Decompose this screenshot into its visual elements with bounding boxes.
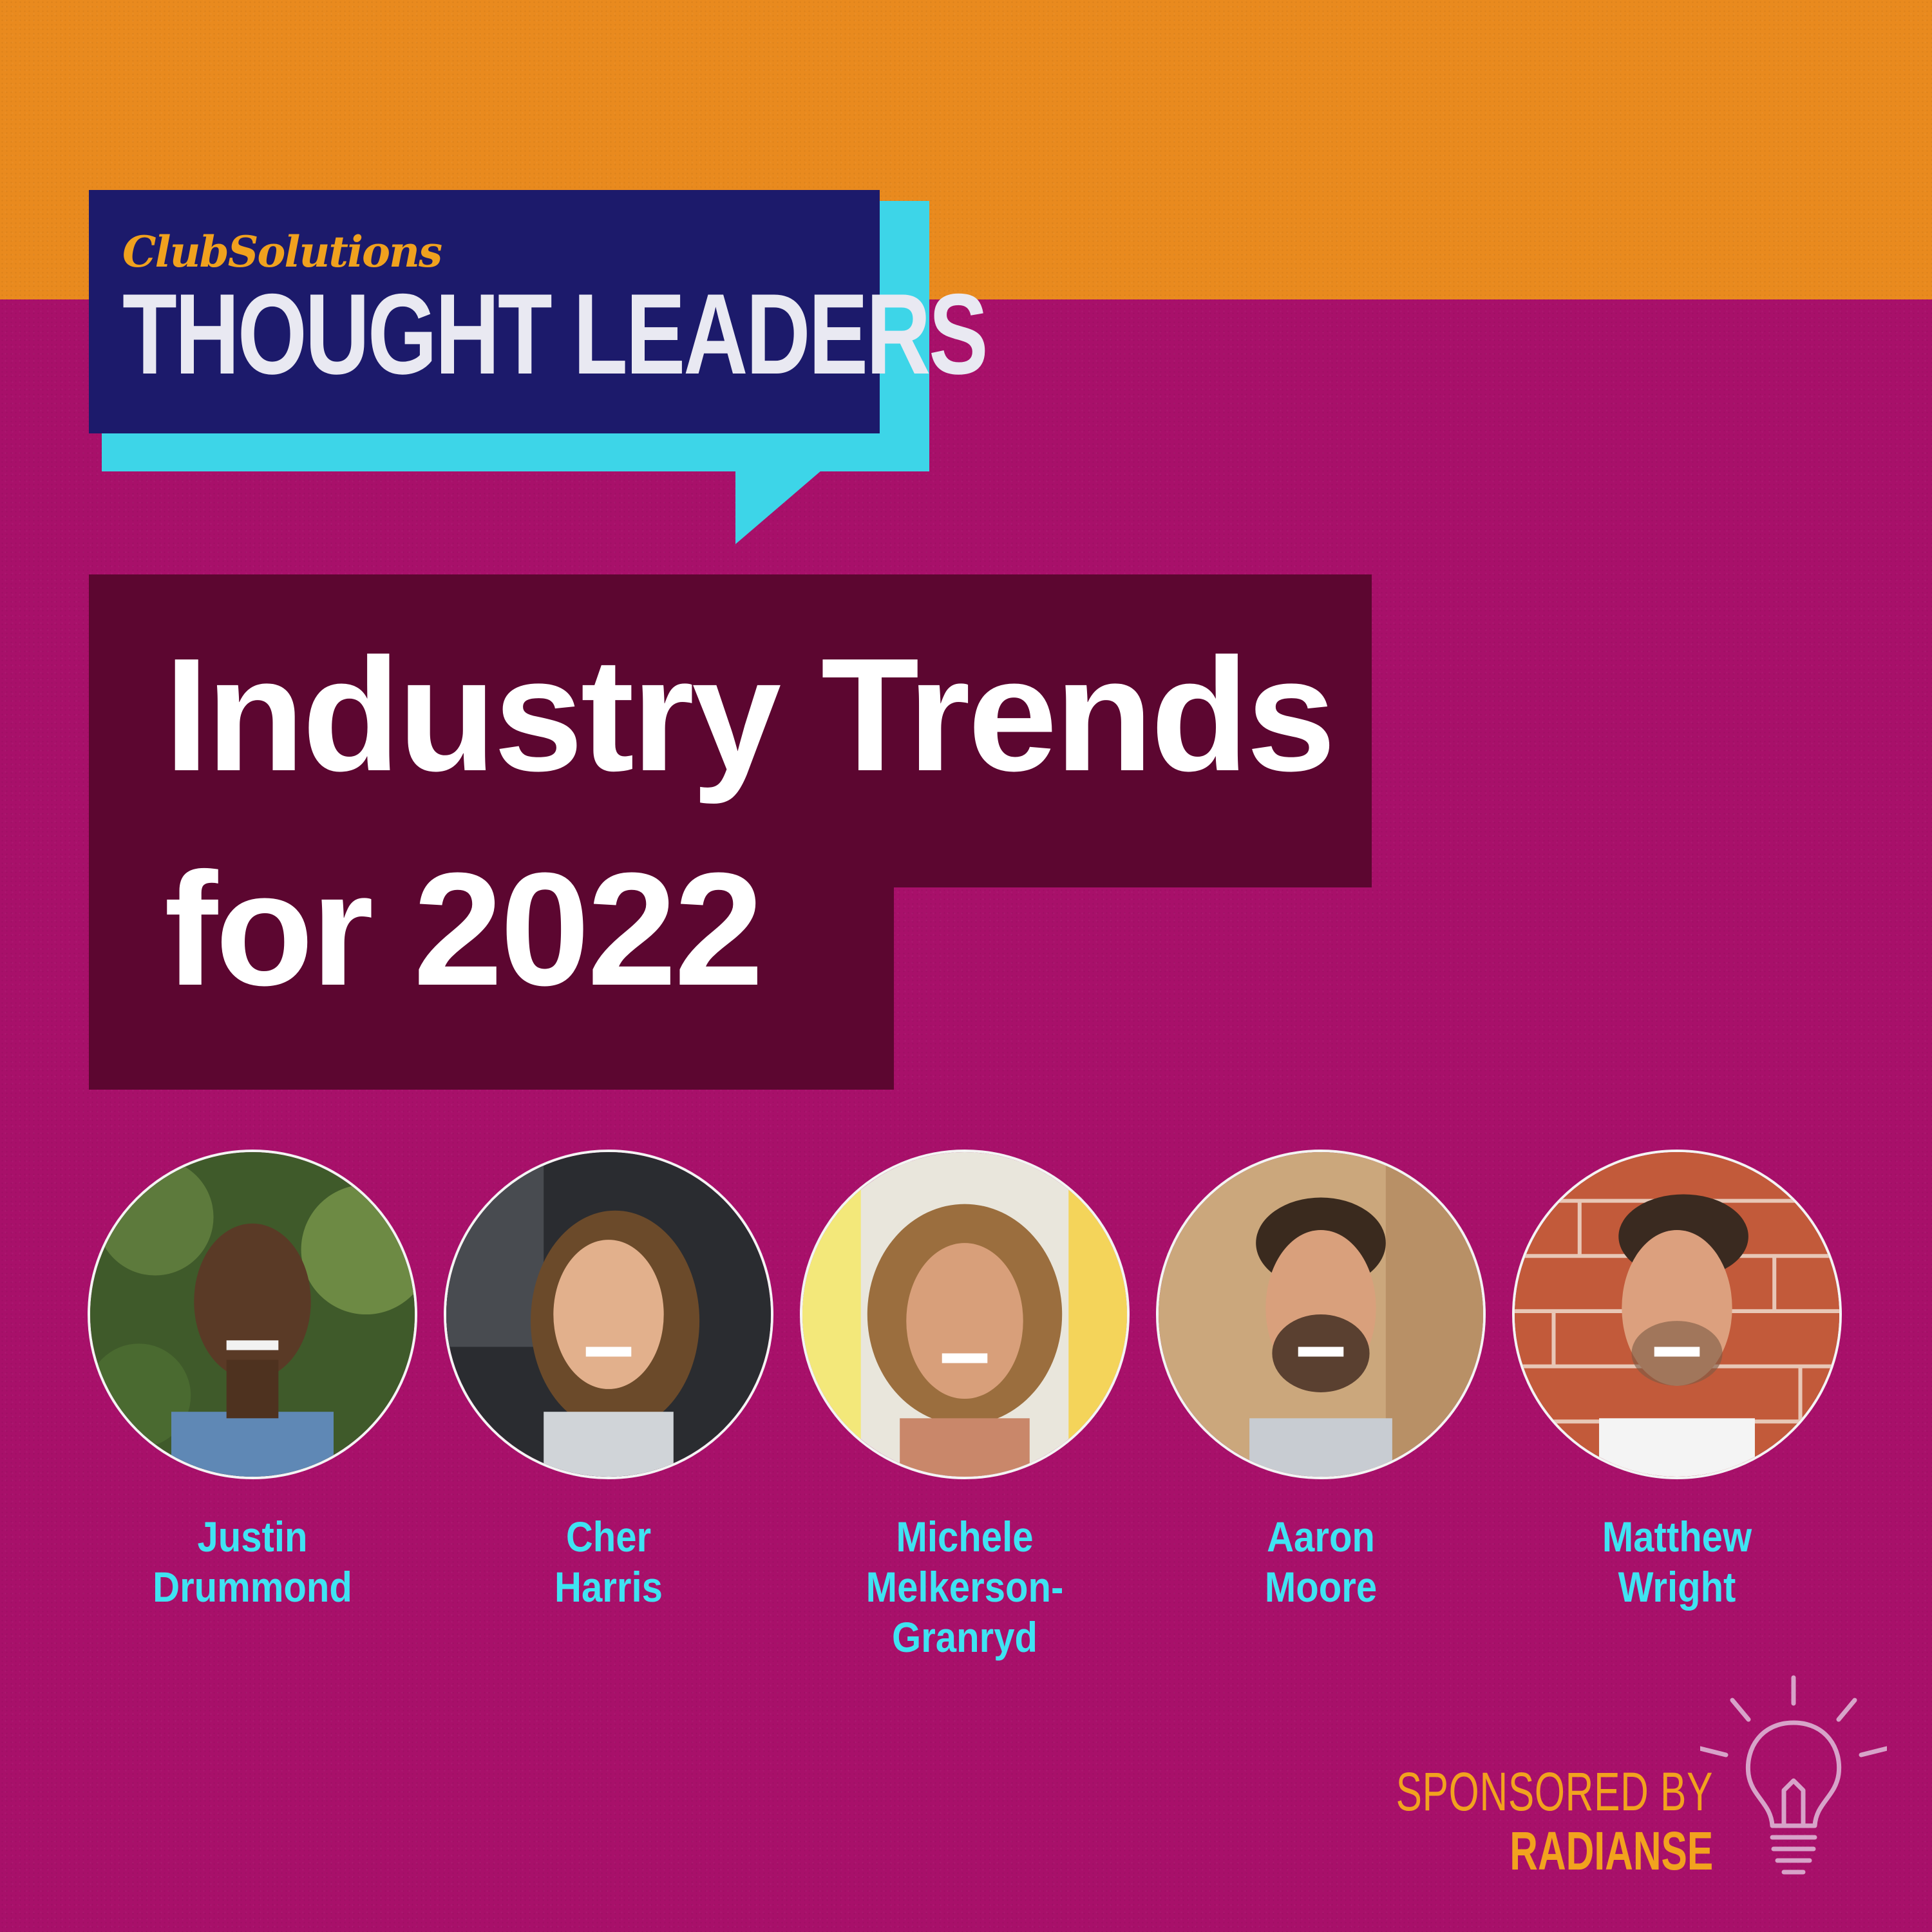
speaker-last-name: Drummond xyxy=(153,1563,352,1611)
speaker-last-name: Melkerson-Granryd xyxy=(866,1563,1064,1661)
speaker-last-name: Wright xyxy=(1618,1563,1736,1611)
speaker-first-name: Aaron xyxy=(1267,1513,1375,1560)
lightbulb-icon xyxy=(1700,1675,1887,1875)
headline-line-1: Industry Trends xyxy=(164,625,1336,804)
series-title: THOUGHT LEADERS xyxy=(122,270,989,398)
speaker-card: Michele Melkerson-Granryd xyxy=(784,1150,1145,1662)
speaker-first-name: Michele xyxy=(896,1513,1034,1560)
sponsor-label: SPONSORED BY xyxy=(1396,1761,1713,1822)
speaker-name: Matthew Wright xyxy=(1519,1511,1836,1612)
speaker-card: Cher Harris xyxy=(428,1150,789,1612)
speaker-name: Aaron Moore xyxy=(1162,1511,1480,1612)
logo-bubble-tail xyxy=(735,467,826,544)
speaker-photo xyxy=(1512,1150,1842,1479)
sponsor-block: SPONSORED BY RADIANSE xyxy=(1273,1765,1713,1878)
speaker-last-name: Harris xyxy=(554,1563,663,1611)
sponsor-name: RADIANSE xyxy=(1510,1821,1713,1881)
headline-box-bottom xyxy=(89,882,894,1090)
speaker-name: Justin Drummond xyxy=(94,1511,412,1612)
speaker-card: Matthew Wright xyxy=(1497,1150,1857,1612)
speaker-photo xyxy=(88,1150,417,1479)
brand-name: ClubSolutions xyxy=(122,227,442,277)
speaker-name: Michele Melkerson-Granryd xyxy=(806,1511,1124,1662)
speaker-first-name: Cher xyxy=(565,1513,652,1560)
logo-bubble-box xyxy=(89,190,880,433)
speaker-photo xyxy=(800,1150,1130,1479)
speaker-card: Justin Drummond xyxy=(72,1150,433,1612)
headline-box-top xyxy=(89,574,1372,887)
speaker-first-name: Matthew xyxy=(1602,1513,1752,1560)
speaker-name: Cher Harris xyxy=(450,1511,768,1612)
headline-line-2: for 2022 xyxy=(164,839,764,1019)
speaker-photo xyxy=(1156,1150,1486,1479)
speaker-last-name: Moore xyxy=(1264,1563,1378,1611)
speaker-card: Aaron Moore xyxy=(1141,1150,1501,1612)
speaker-photo xyxy=(444,1150,773,1479)
speaker-first-name: Justin xyxy=(197,1513,308,1560)
